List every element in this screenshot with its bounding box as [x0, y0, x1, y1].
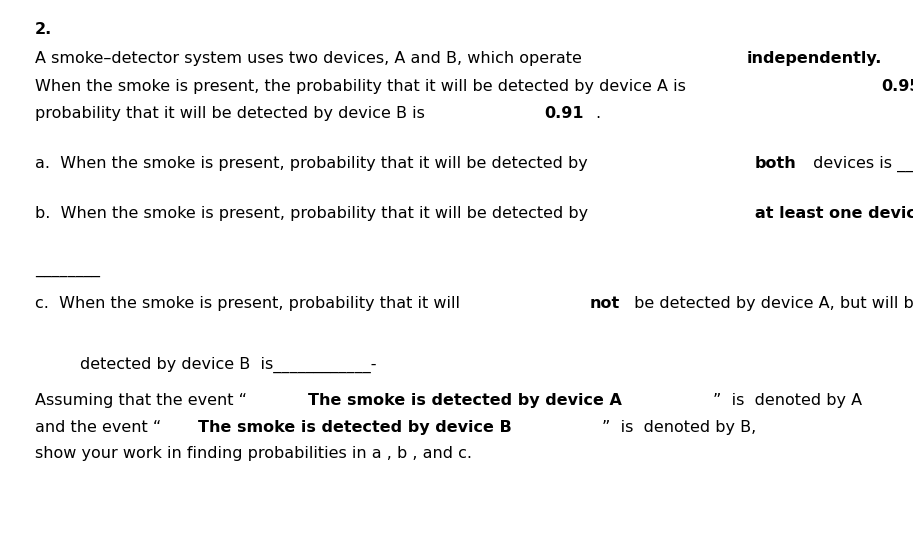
Text: show your work in finding probabilities in a , b , and c.: show your work in finding probabilities …	[35, 446, 472, 461]
Text: c.  When the smoke is present, probability that it will: c. When the smoke is present, probabilit…	[35, 296, 465, 311]
Text: devices is _________.: devices is _________.	[808, 156, 913, 172]
Text: .: .	[595, 106, 601, 121]
Text: The smoke is detected by device B: The smoke is detected by device B	[197, 420, 511, 435]
Text: be detected by device A, but will be: be detected by device A, but will be	[629, 296, 913, 311]
Text: probability that it will be detected by device B is: probability that it will be detected by …	[35, 106, 430, 121]
Text: both: both	[754, 156, 796, 171]
Text: 0.95: 0.95	[881, 79, 913, 94]
Text: ”  is  denoted by A: ” is denoted by A	[713, 393, 863, 408]
Text: The smoke is detected by device A: The smoke is detected by device A	[309, 393, 622, 408]
Text: a.  When the smoke is present, probability that it will be detected by: a. When the smoke is present, probabilit…	[35, 156, 593, 171]
Text: b.  When the smoke is present, probability that it will be detected by: b. When the smoke is present, probabilit…	[35, 206, 593, 222]
Text: 0.91: 0.91	[544, 106, 584, 121]
Text: A smoke–detector system uses two devices, A and B, which operate: A smoke–detector system uses two devices…	[35, 51, 587, 66]
Text: 2.: 2.	[35, 22, 52, 37]
Text: and the event “: and the event “	[35, 420, 161, 435]
Text: When the smoke is present, the probability that it will be detected by device A : When the smoke is present, the probabili…	[35, 79, 691, 94]
Text: Assuming that the event “: Assuming that the event “	[35, 393, 247, 408]
Text: not: not	[590, 296, 620, 311]
Text: at least one device: at least one device	[755, 206, 913, 222]
Text: independently.: independently.	[747, 51, 882, 66]
Text: ”  is  denoted by B,: ” is denoted by B,	[603, 420, 757, 435]
Text: detected by device B  is____________-: detected by device B is____________-	[80, 357, 377, 373]
Text: ________: ________	[35, 262, 100, 277]
